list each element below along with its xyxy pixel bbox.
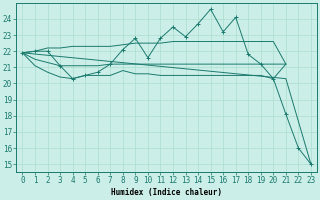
X-axis label: Humidex (Indice chaleur): Humidex (Indice chaleur)	[111, 188, 222, 197]
